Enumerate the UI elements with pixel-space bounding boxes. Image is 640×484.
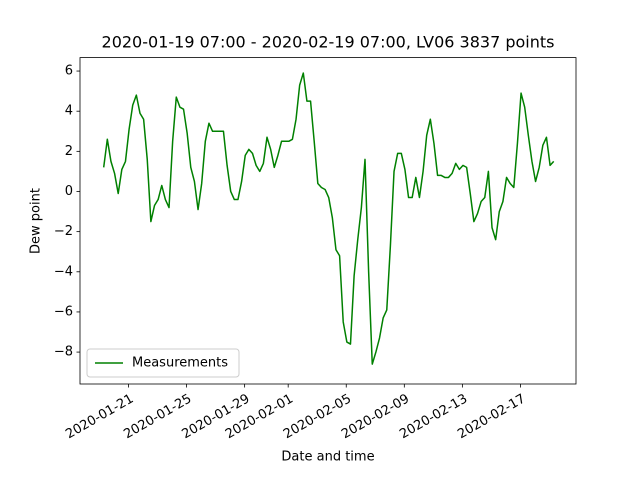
legend-box — [86, 348, 240, 378]
y-tick-label: 0 — [65, 184, 73, 199]
y-tick-label: 4 — [65, 104, 73, 119]
y-tick-label: −8 — [54, 345, 73, 360]
y-tick-label: 6 — [65, 64, 73, 79]
plot-frame — [79, 57, 577, 385]
y-tick-label: −6 — [54, 304, 73, 319]
chart-title: 2020-01-19 07:00 - 2020-02-19 07:00, LV0… — [102, 33, 555, 52]
data-line — [102, 72, 555, 365]
y-tick-label: 2 — [65, 144, 73, 159]
y-tick-label: −4 — [54, 264, 73, 279]
y-tick-label: −2 — [54, 224, 73, 239]
legend-label: Measurements — [132, 356, 228, 371]
x-axis-label: Date and time — [281, 450, 374, 465]
y-axis-label: Dew point — [29, 188, 44, 254]
